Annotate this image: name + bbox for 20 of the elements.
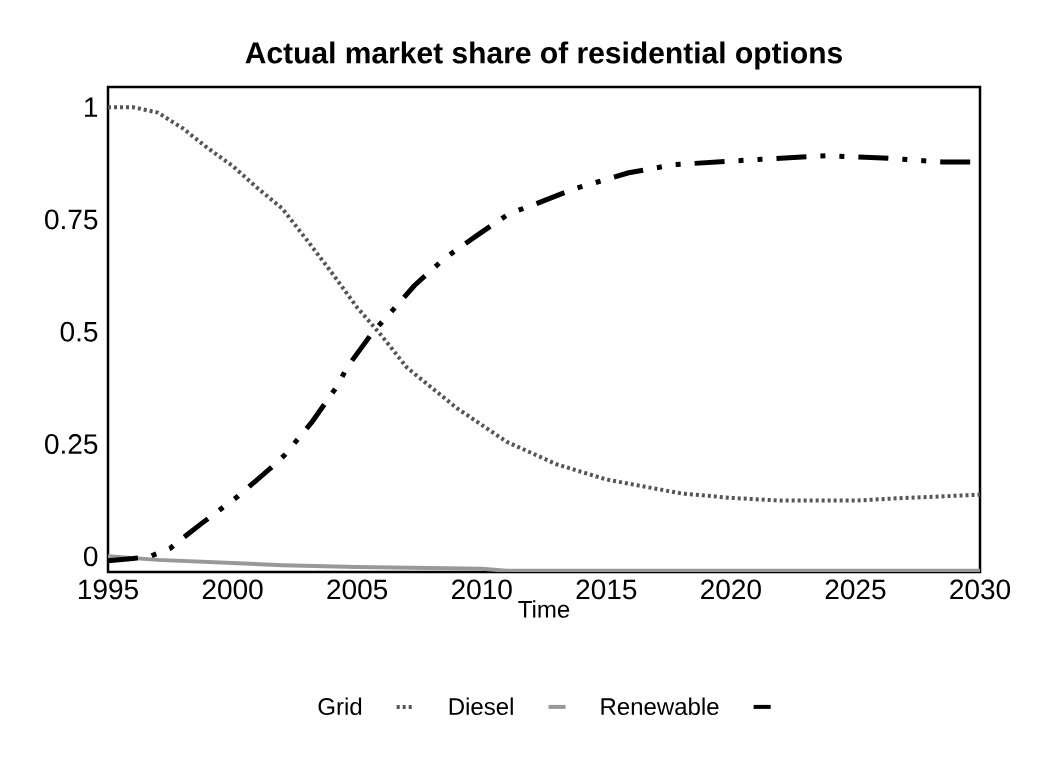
y-tick-label: 0.75 — [45, 209, 98, 230]
legend-label: Renewable — [601, 697, 719, 716]
x-axis-title: Time — [518, 600, 570, 618]
y-tick-label: 1 — [85, 97, 98, 117]
y-tick-label: 0 — [84, 546, 98, 567]
line-series — [108, 554, 981, 572]
x-tick-label: 2030 — [950, 579, 1011, 600]
y-tick-label: 0.5 — [60, 321, 98, 342]
line-series — [108, 105, 981, 503]
x-tick-label: 2025 — [825, 579, 886, 600]
legend-label: Diesel — [449, 697, 513, 716]
x-tick-label: 2000 — [202, 579, 263, 600]
y-tick-label: 0.25 — [45, 434, 98, 454]
x-tick-label: 2015 — [576, 579, 637, 600]
x-tick-label: 2005 — [327, 579, 388, 600]
chart-title: Actual market share of residential options — [245, 41, 842, 70]
legend-label: Grid — [318, 697, 362, 716]
x-tick-label: 2010 — [451, 579, 512, 600]
x-tick-label: 2020 — [701, 579, 761, 600]
x-tick-label: 1995 — [78, 579, 138, 600]
